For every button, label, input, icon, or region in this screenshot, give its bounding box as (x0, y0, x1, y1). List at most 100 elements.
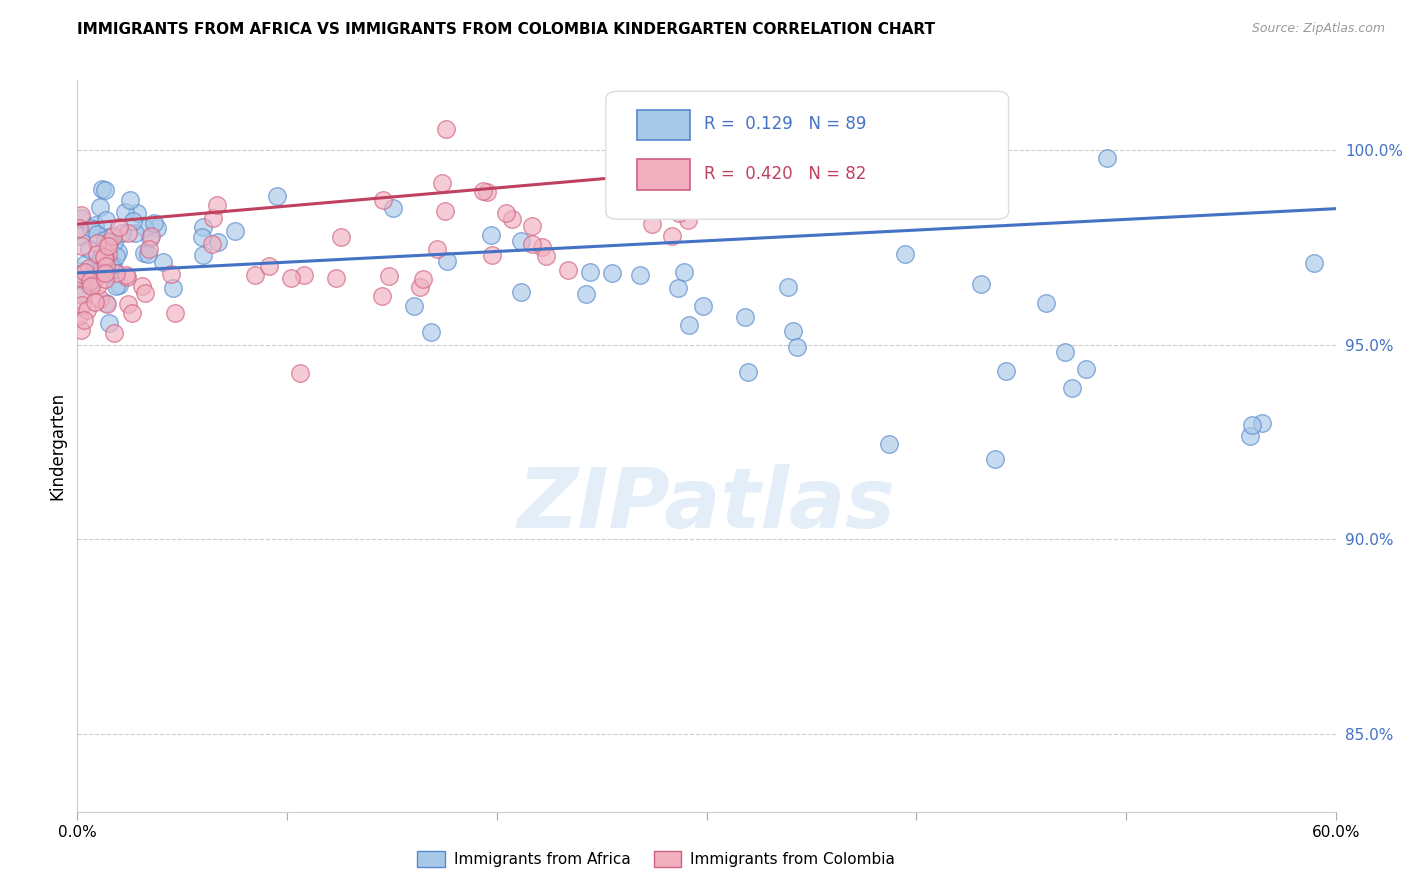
Point (117, 226, 139, 240)
Point (782, 325, 804, 339)
Point (970, 277, 993, 292)
Point (630, 268, 652, 283)
Point (90, 251, 112, 265)
Point (288, 367, 311, 381)
Point (1076, 362, 1098, 376)
Point (136, 246, 159, 260)
Point (224, 224, 246, 238)
Point (191, 248, 214, 262)
Point (70, 267, 93, 281)
Point (134, 220, 156, 235)
Point (894, 246, 917, 260)
Point (404, 299, 426, 313)
Point (94, 182, 117, 196)
Point (91, 182, 114, 196)
Point (495, 205, 517, 219)
Point (100, 258, 122, 272)
Point (1054, 345, 1077, 359)
Point (120, 193, 142, 207)
Text: Source: ZipAtlas.com: Source: ZipAtlas.com (1251, 22, 1385, 36)
Point (97, 253, 120, 268)
Point (371, 289, 394, 303)
Point (138, 242, 160, 256)
Point (114, 205, 136, 219)
Point (207, 235, 229, 249)
Point (70, 228, 93, 243)
Point (97, 235, 120, 249)
Point (124, 226, 146, 240)
Point (994, 364, 1017, 378)
Point (292, 268, 315, 283)
Point (100, 230, 122, 244)
Point (131, 278, 153, 293)
Point (373, 194, 395, 208)
Point (105, 249, 128, 263)
Point (132, 245, 155, 260)
Point (79, 277, 101, 292)
Point (530, 240, 553, 254)
Point (676, 213, 699, 227)
Point (1062, 381, 1084, 395)
Text: ZIPatlas: ZIPatlas (517, 464, 896, 545)
Point (638, 200, 661, 214)
Point (325, 271, 347, 285)
Point (89, 292, 111, 306)
Point (152, 255, 174, 269)
Point (117, 297, 139, 311)
Point (83, 260, 105, 274)
Point (84, 218, 107, 232)
Point (94, 233, 117, 247)
Point (93, 266, 115, 280)
Point (419, 325, 441, 339)
Point (600, 266, 623, 280)
Point (143, 216, 166, 230)
Point (80, 221, 103, 235)
Point (472, 184, 495, 198)
Point (266, 189, 288, 203)
Point (76, 276, 98, 290)
Point (108, 220, 131, 235)
Point (160, 267, 183, 281)
Point (640, 217, 662, 231)
Point (121, 306, 143, 320)
Bar (637, 160, 690, 190)
Point (481, 247, 503, 261)
Point (67, 264, 90, 278)
Point (436, 254, 458, 268)
Point (510, 285, 533, 299)
Point (117, 270, 139, 285)
Point (89, 200, 111, 214)
Point (94, 213, 117, 227)
Point (668, 206, 690, 220)
Point (125, 206, 148, 220)
Point (257, 259, 280, 273)
Point (193, 219, 215, 234)
Bar (637, 110, 690, 140)
Point (409, 279, 432, 293)
Point (83, 273, 105, 287)
Point (682, 123, 704, 137)
Point (72, 239, 94, 253)
Point (73, 313, 96, 327)
Point (139, 231, 162, 245)
Point (83, 295, 105, 310)
Point (101, 258, 124, 272)
Point (778, 280, 800, 294)
Point (87, 277, 110, 292)
Point (243, 268, 266, 282)
Point (93, 250, 115, 264)
Point (557, 263, 579, 277)
Point (520, 219, 543, 234)
Point (70, 298, 93, 312)
Point (103, 235, 125, 250)
Point (579, 265, 602, 279)
Point (163, 306, 186, 320)
Point (145, 220, 167, 235)
Text: R =  0.129   N = 89: R = 0.129 N = 89 (704, 115, 866, 133)
Point (67, 309, 90, 323)
Point (536, 249, 558, 263)
Point (1035, 295, 1057, 310)
Point (661, 228, 683, 243)
Point (665, 121, 688, 136)
Point (69, 208, 91, 222)
